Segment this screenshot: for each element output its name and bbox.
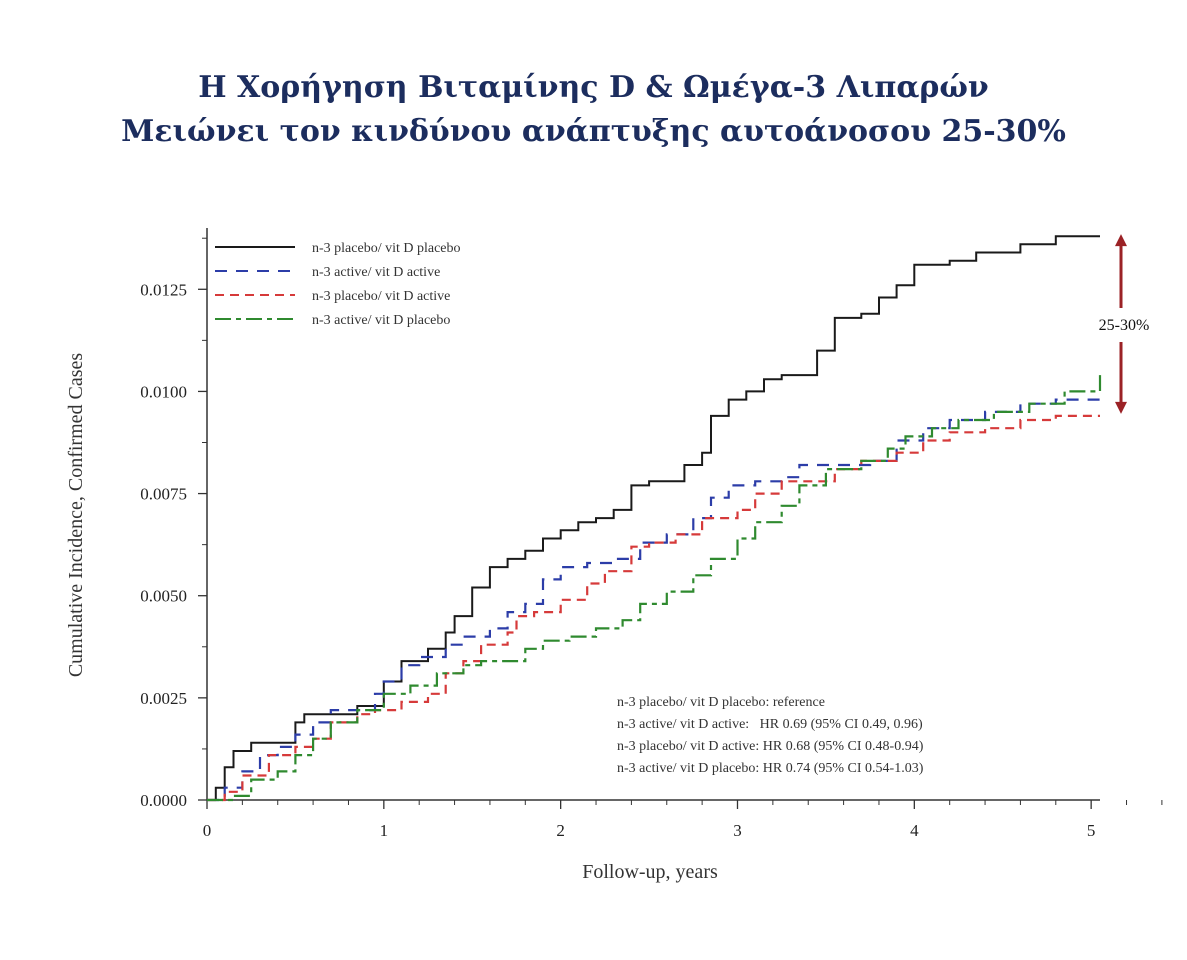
x-axis-title: Follow-up, years	[582, 861, 718, 883]
gap-arrow-head-up	[1115, 234, 1127, 247]
chart-axes: 0 1 2 3 4 5 0.0000 0.0025 0.0050 0.0075 0.0100 0.01…	[140, 228, 1163, 840]
legend-label: n-3 active/ vit D placebo	[312, 313, 450, 328]
x-tick-label: 4	[910, 821, 919, 840]
series-line-1	[207, 235, 1100, 801]
y-tick-label: 0.0100	[140, 382, 187, 401]
hazard-ratio-notes: n-3 placebo/ vit D placebo: reference n-3…	[617, 695, 924, 776]
y-tick-label: 0.0025	[140, 689, 187, 708]
gap-arrow-head-down	[1115, 401, 1127, 414]
gap-label: 25-30%	[1099, 317, 1150, 334]
legend-label: n-3 placebo/ vit D placebo	[312, 241, 461, 256]
hr-annotation: n-3 active/ vit D active: HR 0.69 (95% C…	[617, 717, 923, 732]
y-axis-title: Cumulative Incidence, Confirmed Cases	[65, 353, 87, 678]
legend-label: n-3 active/ vit D active	[312, 265, 440, 280]
y-tick-label: 0.0125	[140, 280, 187, 299]
y-tick-label: 0.0050	[140, 587, 187, 606]
hr-annotation: n-3 placebo/ vit D active: HR 0.68 (95% …	[617, 739, 924, 754]
series-line-4	[207, 375, 1102, 802]
gap-annotation: 25-30%	[1099, 234, 1150, 414]
x-tick-label: 5	[1087, 821, 1096, 840]
hr-annotation: n-3 active/ vit D placebo: HR 0.74 (95% …	[617, 761, 924, 776]
x-tick-label: 2	[556, 821, 565, 840]
series-line-2	[207, 395, 1102, 802]
chart-legend: n-3 placebo/ vit D placebo n-3 active/ vi…	[215, 241, 461, 328]
chart-series	[207, 235, 1102, 802]
legend-label: n-3 placebo/ vit D active	[312, 289, 450, 304]
x-tick-label: 1	[380, 821, 389, 840]
y-tick-label: 0.0075	[140, 485, 187, 504]
title-line-1: Η Χορήγηση Βιταμίνης D & Ωμέγα-3 Λιπαρών	[198, 70, 989, 105]
chart-title: Η Χορήγηση Βιταμίνης D & Ωμέγα-3 Λιπαρών…	[0, 66, 1187, 154]
y-tick-label: 0.0000	[140, 791, 187, 810]
x-tick-label: 0	[203, 821, 212, 840]
x-tick-label: 3	[733, 821, 742, 840]
title-line-2: Μειώνει τον κινδύνου ανάπτυξης αυτοάνοσο…	[121, 114, 1066, 149]
hr-annotation: n-3 placebo/ vit D placebo: reference	[617, 695, 825, 710]
